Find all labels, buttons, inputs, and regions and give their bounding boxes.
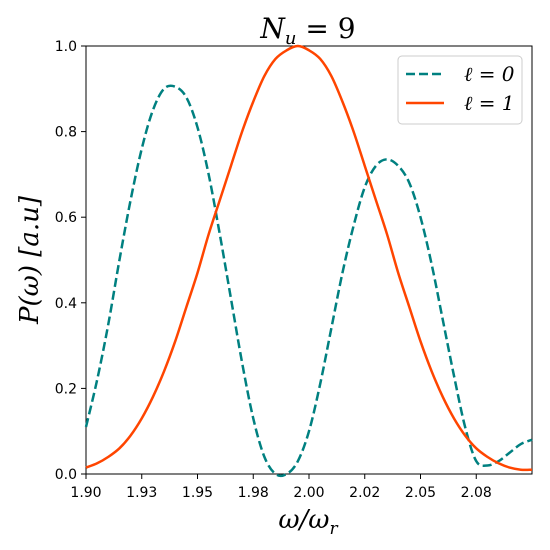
x-tick-label: 1.93 bbox=[126, 485, 157, 501]
y-tick-label: 0.8 bbox=[55, 125, 77, 141]
x-axis-label: ω/ωr bbox=[278, 505, 338, 539]
y-axis-ticks: 0.0 0.2 0.4 0.6 0.8 1.0 bbox=[55, 39, 86, 483]
x-tick-label: 2.08 bbox=[461, 485, 492, 501]
x-tick-label: 2.02 bbox=[349, 485, 380, 501]
chart-title: Nu = 9 bbox=[259, 12, 355, 49]
y-tick-label: 0.2 bbox=[55, 381, 77, 397]
x-tick-label: 2.00 bbox=[293, 485, 324, 501]
series-layer bbox=[84, 44, 533, 478]
series-line-0 bbox=[84, 84, 533, 478]
series-line-1 bbox=[85, 44, 533, 472]
y-tick-label: 0.6 bbox=[55, 210, 77, 226]
x-tick-label: 1.90 bbox=[70, 485, 101, 501]
legend-label-l1: ℓ = 1 bbox=[464, 91, 515, 115]
legend: ℓ = 0 ℓ = 1 bbox=[397, 55, 523, 125]
legend-label-l0: ℓ = 0 bbox=[464, 62, 515, 86]
x-axis-ticks: 1.90 1.93 1.95 1.98 2.00 2.02 2.05 2.08 bbox=[70, 474, 492, 501]
x-tick-label: 1.98 bbox=[238, 485, 269, 501]
y-tick-label: 0.4 bbox=[55, 296, 77, 312]
x-tick-label: 1.95 bbox=[182, 485, 213, 501]
y-tick-label: 1.0 bbox=[55, 39, 77, 55]
chart-title-main: N bbox=[259, 12, 286, 45]
x-axis-label-main: ω/ω bbox=[278, 505, 329, 535]
y-axis-label: P(ω) [a.u] bbox=[15, 195, 45, 325]
legend-box bbox=[397, 55, 523, 125]
x-tick-label: 2.05 bbox=[405, 485, 436, 501]
chart-title-sub: u bbox=[285, 28, 297, 49]
y-tick-label: 0.0 bbox=[55, 467, 77, 483]
chart-title-rest: = 9 bbox=[297, 12, 356, 45]
x-axis-label-sub: r bbox=[330, 519, 339, 539]
